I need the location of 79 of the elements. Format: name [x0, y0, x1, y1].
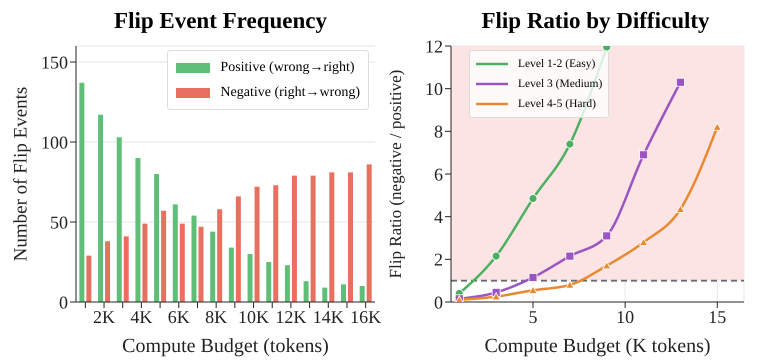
point: [712, 122, 722, 131]
y-tick-label: 2: [434, 250, 443, 270]
bar: [340, 284, 346, 302]
bar: [217, 209, 222, 302]
bar: [154, 174, 160, 302]
x-tick-label: 10K: [238, 306, 270, 327]
bar: [228, 248, 234, 302]
bar: [254, 186, 260, 302]
legend-label: Level 3 (Medium): [518, 77, 602, 92]
point: [565, 280, 574, 289]
y-axis-title: Flip Ratio (negative / positive): [386, 70, 406, 278]
bar: [98, 114, 104, 302]
bar: [105, 241, 110, 302]
point: [565, 252, 574, 261]
bar: [284, 265, 290, 302]
bar: [161, 210, 166, 302]
bar: [248, 254, 253, 302]
bar: [329, 172, 334, 302]
bar: [210, 232, 216, 302]
x-tick-label: 16K: [350, 306, 382, 327]
point: [565, 140, 574, 149]
bar: [79, 82, 84, 302]
point: [492, 252, 501, 261]
bar: [266, 262, 272, 302]
point: [676, 78, 685, 87]
y-tick-label: 4: [434, 207, 443, 228]
x-axis-title: Compute Budget (K tokens): [484, 335, 711, 357]
point: [602, 231, 612, 240]
x-tick-label: 8K: [205, 306, 228, 327]
point: [602, 261, 612, 270]
bar: [273, 185, 278, 302]
x-axis-title: Compute Budget (tokens): [122, 335, 329, 357]
x-tick-label: 14K: [312, 306, 344, 327]
y-tick-label: 0: [434, 292, 443, 312]
y-tick-label: 150: [41, 52, 68, 72]
bar: [135, 158, 140, 302]
point: [676, 204, 685, 213]
bar: [322, 288, 328, 302]
bar: [348, 172, 353, 302]
legend-label: Negative (right→wrong): [220, 84, 360, 102]
point: [639, 238, 648, 246]
legend-label: Level 4-5 (Hard): [518, 97, 596, 112]
y-tick-label: 0: [59, 292, 68, 312]
bar: [292, 176, 297, 302]
y-tick-label: 6: [434, 164, 443, 184]
bar: [366, 164, 372, 302]
bar: [191, 216, 196, 302]
point: [639, 150, 648, 160]
bar: [236, 196, 241, 302]
legend-label: Positive (wrong→right): [220, 59, 355, 77]
x-tick-label: 2K: [93, 306, 116, 327]
bar: [180, 224, 185, 302]
bar: [124, 236, 129, 302]
bar: [360, 286, 365, 302]
y-tick-label: 12: [425, 36, 443, 56]
bar: [304, 281, 309, 302]
x-tick-label: 6K: [168, 306, 190, 327]
x-tick-label: 10: [616, 306, 634, 327]
bar: [116, 137, 122, 302]
x-tick-label: 4K: [130, 306, 152, 327]
x-tick-label: 12K: [275, 306, 306, 327]
bar: [198, 226, 204, 302]
bar: [172, 204, 178, 302]
x-tick-label: 15: [708, 306, 726, 327]
bar: [310, 176, 316, 302]
bar: [86, 256, 92, 302]
point: [528, 273, 538, 282]
x-tick-label: 5: [528, 306, 538, 327]
point: [528, 194, 538, 203]
y-tick-label: 10: [425, 79, 443, 100]
bar: [142, 224, 148, 302]
chart-title: Flip Event Frequency: [113, 8, 328, 35]
y-tick-label: 8: [434, 122, 443, 142]
y-tick-label: 100: [41, 132, 68, 152]
legend-label: Level 1-2 (Easy): [518, 57, 596, 72]
chart-title: Flip Ratio by Difficulty: [480, 8, 711, 35]
point: [528, 286, 538, 294]
y-tick-label: 50: [50, 212, 68, 232]
y-axis-title: Number of Flip Events: [10, 86, 32, 262]
